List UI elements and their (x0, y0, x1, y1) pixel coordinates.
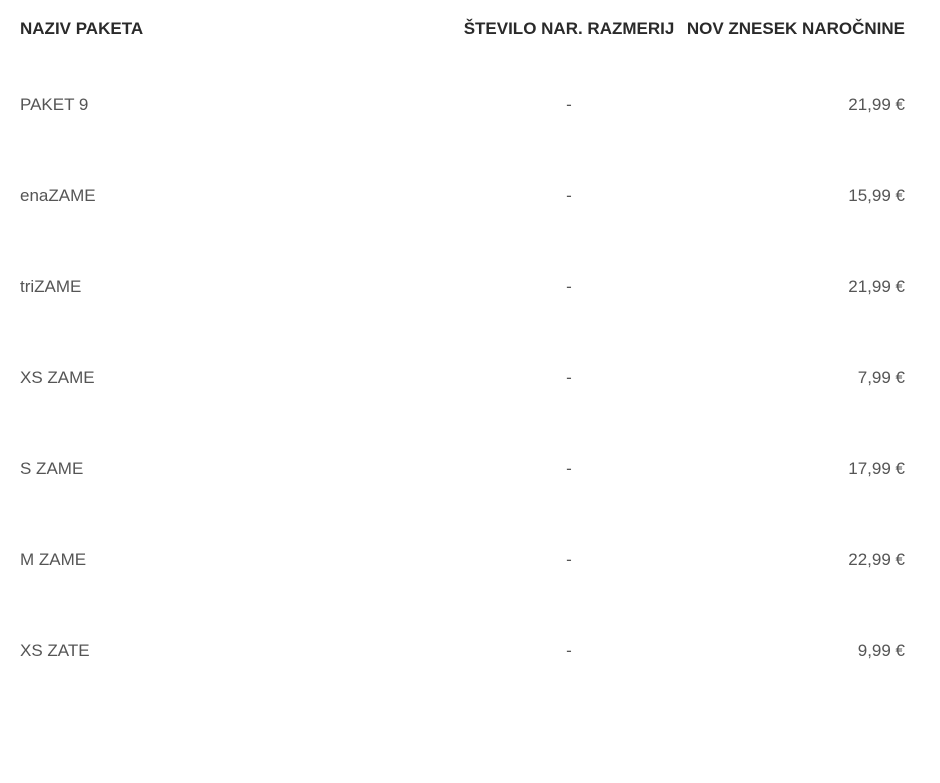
cell-count: - (566, 550, 572, 569)
cell-count: - (566, 186, 572, 205)
table-row: enaZAME - 15,99 € (0, 150, 940, 241)
cell-price: 22,99 € (848, 550, 905, 569)
cell-name: triZAME (20, 277, 81, 296)
header-price: NOV ZNESEK NAROČNINE (687, 19, 905, 38)
header-name: NAZIV PAKETA (20, 19, 143, 38)
cell-name: PAKET 9 (20, 95, 88, 114)
cell-price: 21,99 € (848, 277, 905, 296)
cell-price: 9,99 € (858, 641, 905, 660)
cell-count: - (566, 459, 572, 478)
cell-name: S ZAME (20, 459, 83, 478)
cell-price: 15,99 € (848, 186, 905, 205)
cell-price: 21,99 € (848, 95, 905, 114)
table-row: PAKET 9 - 21,99 € (0, 59, 940, 150)
header-count: ŠTEVILO NAR. RAZMERIJ (464, 19, 675, 38)
cell-price: 7,99 € (858, 368, 905, 387)
cell-name: M ZAME (20, 550, 86, 569)
cell-count: - (566, 368, 572, 387)
cell-name: XS ZAME (20, 368, 95, 387)
table-row: XS ZAME - 7,99 € (0, 332, 940, 423)
cell-name: XS ZATE (20, 641, 90, 660)
table-row: S ZAME - 17,99 € (0, 423, 940, 514)
cell-name: enaZAME (20, 186, 96, 205)
table-row: triZAME - 21,99 € (0, 241, 940, 332)
table-row: XS ZATE - 9,99 € (0, 605, 940, 696)
cell-count: - (566, 641, 572, 660)
table-row: M ZAME - 22,99 € (0, 514, 940, 605)
cell-count: - (566, 277, 572, 296)
cell-count: - (566, 95, 572, 114)
pricing-table: NAZIV PAKETA ŠTEVILO NAR. RAZMERIJ NOV Z… (0, 0, 940, 696)
cell-price: 17,99 € (848, 459, 905, 478)
table-header-row: NAZIV PAKETA ŠTEVILO NAR. RAZMERIJ NOV Z… (0, 0, 940, 59)
